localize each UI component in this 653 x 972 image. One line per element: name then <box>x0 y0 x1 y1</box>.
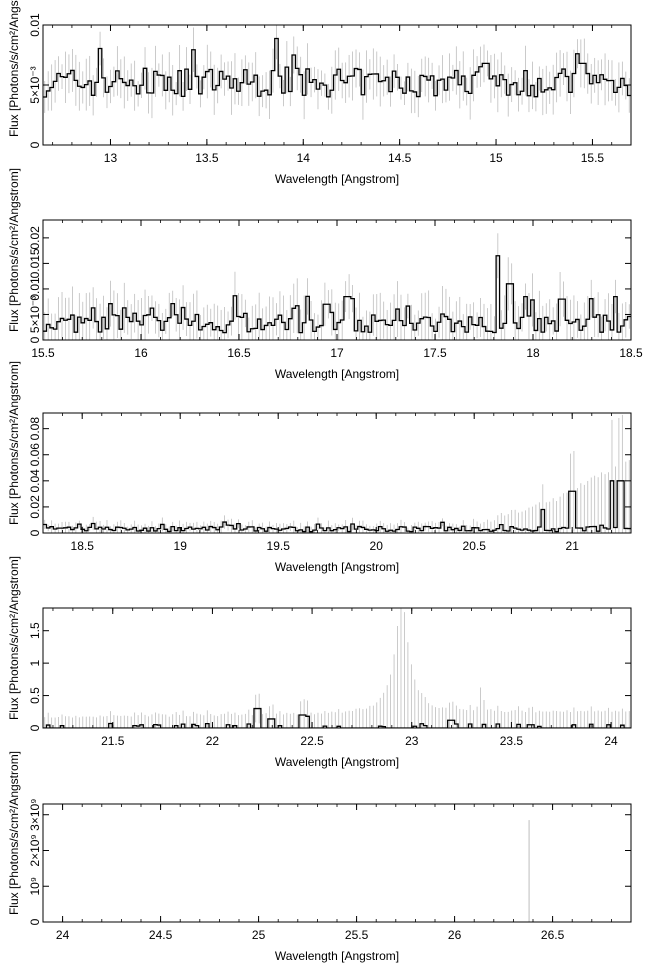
y-tick-label: 0.01 <box>28 277 42 301</box>
y-tick-label: 0.5 <box>28 687 42 704</box>
y-tick-label: 3×10⁹ <box>28 799 42 831</box>
x-tick-label: 16 <box>134 346 148 360</box>
x-tick-label: 23.5 <box>500 734 524 748</box>
x-tick-label: 23 <box>405 734 419 748</box>
chart-panel-5: 24 24.5 25 25.5 26 26.5 0 10⁹ 2×10⁹ 3×10⁹ Waveleng… <box>7 751 632 963</box>
x-tick-label: 15 <box>489 151 503 165</box>
series-step-line <box>43 255 631 334</box>
x-tick-label: 17 <box>330 346 344 360</box>
x-tick-label: 26.5 <box>541 928 565 942</box>
plot-area <box>43 233 631 340</box>
plot-area <box>43 608 631 728</box>
series-step-line <box>43 37 631 98</box>
y-tick-label: 10⁹ <box>28 877 42 896</box>
x-tick-label: 18.5 <box>619 346 643 360</box>
x-tick-label: 24 <box>56 928 70 942</box>
x-tick-label: 18.5 <box>71 539 95 553</box>
y-tick-label: 0.04 <box>28 469 42 493</box>
plot-frame <box>42 607 632 729</box>
x-tick-label: 20.5 <box>463 539 487 553</box>
x-tick-label: 22.5 <box>300 734 324 748</box>
x-tick-label: 20 <box>370 539 384 553</box>
y-tick-label: 1 <box>28 659 42 666</box>
y-tick-label: 5×10⁻³ <box>28 66 42 103</box>
y-axis-title: Flux [Photons/s/cm²/Angstrom] <box>7 751 21 915</box>
y-tick-label: 0 <box>28 141 42 148</box>
y-tick-label: 0.08 <box>28 417 42 441</box>
y-tick-label: 0 <box>28 918 42 925</box>
y-tick-label: 0.06 <box>28 443 42 467</box>
chart-panel-2: 15.5 16 16.5 17 17.5 18 18.5 0 5×10⁻³0.010.0150.… <box>7 168 643 381</box>
y-tick-label: 0.02 <box>28 495 42 519</box>
y-axis-title: Flux [Photons/s/cm²/Angstrom] <box>7 0 21 137</box>
x-tick-label: 24.5 <box>149 928 173 942</box>
y-tick-label: 0 <box>28 529 42 536</box>
x-axis-title: Wavelength [Angstrom] <box>275 949 399 963</box>
x-tick-label: 21 <box>566 539 580 553</box>
x-tick-label: 16.5 <box>227 346 251 360</box>
x-axis-title: Wavelength [Angstrom] <box>275 367 399 381</box>
y-axis-title: Flux [Photons/s/cm²/Angstrom] <box>7 361 21 525</box>
plot-area <box>43 25 631 120</box>
y-tick-label: 5×10⁻³ <box>28 296 42 333</box>
y-tick-label: 0.02 <box>28 226 42 250</box>
chart-panel-1: 13 13.5 14 14.5 15 15.5 0 5×10⁻³ 0.01 Wavelength … <box>7 0 632 186</box>
y-tick-label: 2×10⁹ <box>28 834 42 866</box>
plot-frame <box>42 803 632 923</box>
x-tick-label: 22 <box>206 734 220 748</box>
series-step-line <box>43 707 631 728</box>
y-tick-label: 0.015 <box>28 248 42 278</box>
y-axis-title: Flux [Photons/s/cm²/Angstrom] <box>7 168 21 332</box>
x-tick-label: 21.5 <box>101 734 125 748</box>
y-tick-label: 1.5 <box>28 622 42 639</box>
x-tick-label: 25 <box>252 928 266 942</box>
error-bars <box>44 608 630 728</box>
plot-area <box>43 820 631 922</box>
chart-panel-3: 18.5 19 19.5 20 20.5 21 0 0.02 0.04 0.06 0.08 Wavel… <box>7 361 632 574</box>
y-axis-title: Flux [Photons/s/cm²/Angstrom] <box>7 556 21 720</box>
x-tick-label: 13 <box>104 151 118 165</box>
x-tick-label: 14 <box>297 151 311 165</box>
y-tick-label: 0 <box>28 336 42 343</box>
y-tick-label: 0.01 <box>28 13 42 37</box>
y-tick-label: 0 <box>28 724 42 731</box>
x-tick-label: 18 <box>526 346 540 360</box>
x-tick-label: 19.5 <box>267 539 291 553</box>
chart-panel-4: 21.5 22 22.5 23 23.5 24 0 0.5 1 1.5 Wavelength [An… <box>7 556 632 769</box>
x-tick-label: 13.5 <box>195 151 219 165</box>
plot-area <box>43 414 631 533</box>
x-axis-title: Wavelength [Angstrom] <box>275 560 399 574</box>
x-axis-title: Wavelength [Angstrom] <box>275 755 399 769</box>
x-tick-label: 26 <box>448 928 462 942</box>
x-tick-label: 17.5 <box>423 346 447 360</box>
x-tick-label: 19 <box>174 539 188 553</box>
x-tick-label: 24 <box>604 734 618 748</box>
x-tick-label: 14.5 <box>388 151 412 165</box>
x-tick-label: 25.5 <box>345 928 369 942</box>
series-step-line <box>43 480 631 533</box>
x-tick-label: 15.5 <box>31 346 55 360</box>
x-tick-label: 15.5 <box>581 151 605 165</box>
x-axis-title: Wavelength [Angstrom] <box>275 172 399 186</box>
